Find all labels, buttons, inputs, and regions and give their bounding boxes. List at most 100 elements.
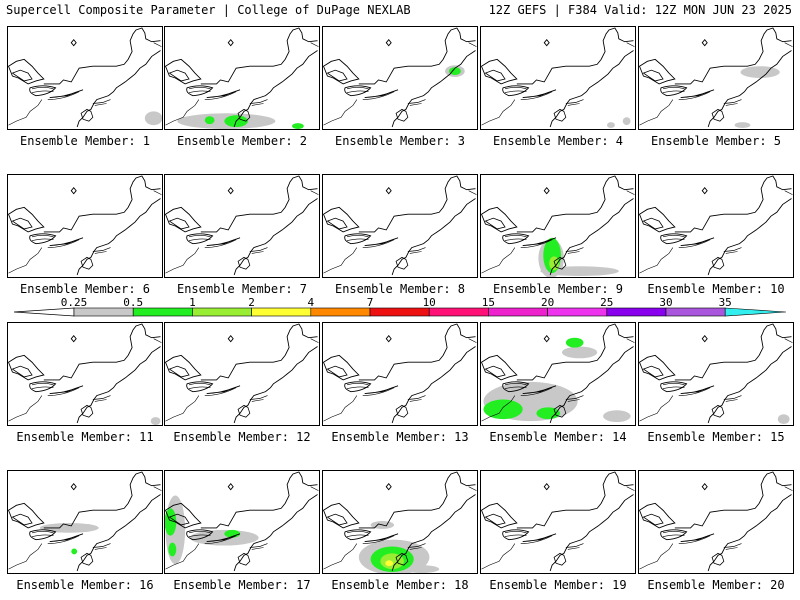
- scp-area: [292, 123, 304, 129]
- scp-area: [483, 399, 523, 420]
- basemap-outlines: [165, 471, 319, 572]
- member-map-canvas: [8, 27, 162, 128]
- scale-tick-label: 0.25: [61, 296, 88, 309]
- map-title: Supercell Composite Parameter | College …: [6, 3, 411, 17]
- scp-area: [603, 410, 631, 423]
- scp-contour-fill: [39, 522, 99, 555]
- scp-area: [380, 553, 404, 570]
- ensemble-member-label: Ensemble Member: 6: [19, 282, 151, 296]
- scp-area: [71, 548, 78, 555]
- member-map-canvas: [8, 323, 162, 425]
- scp-area: [449, 67, 461, 76]
- scp-contour-fill: [358, 521, 440, 573]
- scp-contour-fill: [483, 337, 631, 423]
- basemap-outlines: [323, 323, 477, 424]
- ensemble-member-map: [7, 26, 163, 130]
- scale-below-arrow: [13, 307, 75, 317]
- ensemble-member-label: Ensemble Member: 19: [489, 578, 627, 592]
- scale-tick-label: 1: [189, 296, 196, 309]
- basemap-outlines: [8, 471, 162, 572]
- member-map-canvas: [481, 27, 635, 129]
- scale-segment: [369, 307, 430, 317]
- scale-segment: [488, 307, 548, 317]
- ensemble-member-map: [638, 174, 794, 278]
- member-map-canvas: [481, 471, 635, 572]
- basemap-outlines: [639, 27, 793, 128]
- member-map-canvas: [323, 471, 477, 573]
- scale-segment: [665, 307, 726, 317]
- scale-above-arrow: [724, 307, 787, 317]
- basemap-outlines: [8, 323, 162, 424]
- scp-area: [622, 117, 631, 126]
- scp-area: [607, 122, 615, 129]
- ensemble-member-label: Ensemble Member: 8: [334, 282, 466, 296]
- scale-tick-label: 7: [367, 296, 374, 309]
- member-map-canvas: [639, 323, 793, 425]
- basemap-outlines: [639, 175, 793, 276]
- ensemble-member-label: Ensemble Member: 15: [647, 430, 785, 444]
- scp-contour-fill: [538, 237, 619, 277]
- ensemble-member-map: [638, 26, 794, 130]
- member-map-canvas: [323, 27, 477, 128]
- ensemble-member-map: [164, 322, 320, 426]
- scp-contour-fill: [777, 414, 790, 425]
- ensemble-member-label: Ensemble Member: 11: [16, 430, 154, 444]
- basemap-outlines: [639, 323, 793, 424]
- basemap-outlines: [323, 175, 477, 276]
- ensemble-member-map: [164, 470, 320, 574]
- scp-area: [144, 111, 162, 126]
- ensemble-member-label: Ensemble Member: 18: [331, 578, 469, 592]
- ensemble-member-map: [164, 174, 320, 278]
- basemap-outlines: [165, 27, 319, 128]
- scale-segment: [428, 307, 489, 317]
- basemap-outlines: [481, 323, 635, 424]
- scp-area: [150, 417, 161, 425]
- ensemble-member-map: [322, 470, 478, 574]
- basemap-outlines: [481, 27, 635, 128]
- ensemble-member-map: [638, 470, 794, 574]
- basemap-outlines: [8, 27, 162, 128]
- scp-area: [190, 529, 259, 546]
- scale-tick-label: 20: [541, 296, 554, 309]
- ensemble-member-label: Ensemble Member: 3: [334, 134, 466, 148]
- ensemble-member-label: Ensemble Member: 10: [647, 282, 785, 296]
- basemap-outlines: [323, 27, 477, 128]
- basemap-outlines: [481, 471, 635, 572]
- scp-area: [565, 337, 584, 348]
- ensemble-member-label: Ensemble Member: 12: [173, 430, 311, 444]
- ensemble-member-map: [322, 26, 478, 130]
- ensemble-member-map: [7, 470, 163, 574]
- member-map-canvas: [165, 323, 319, 424]
- scp-area: [204, 116, 215, 125]
- scale-tick-label: 4: [307, 296, 314, 309]
- scale-tick-label: 25: [600, 296, 613, 309]
- scp-area: [168, 542, 177, 557]
- member-map-canvas: [165, 471, 319, 572]
- basemap-outlines: [165, 175, 319, 276]
- ensemble-member-label: Ensemble Member: 20: [647, 578, 785, 592]
- scale-tick-label: 0.5: [123, 296, 143, 309]
- ensemble-member-label: Ensemble Member: 13: [331, 430, 469, 444]
- ensemble-member-map: [480, 322, 636, 426]
- ensemble-member-label: Ensemble Member: 2: [176, 134, 308, 148]
- basemap-outlines: [165, 323, 319, 424]
- member-map-canvas: [8, 175, 162, 276]
- ensemble-member-label: Ensemble Member: 16: [16, 578, 154, 592]
- ensemble-member-map: [164, 26, 320, 130]
- scale-tick-label: 2: [248, 296, 255, 309]
- scale-segment: [310, 307, 371, 317]
- ensemble-member-map: [638, 322, 794, 426]
- member-map-canvas: [323, 175, 477, 276]
- scale-segment: [547, 307, 608, 317]
- ensemble-member-map: [7, 322, 163, 426]
- scale-tick-label: 35: [719, 296, 732, 309]
- ensemble-member-label: Ensemble Member: 7: [176, 282, 308, 296]
- scp-contour-fill: [144, 111, 162, 126]
- scp-area: [740, 66, 780, 78]
- ensemble-member-map: [322, 322, 478, 426]
- color-scale-legend: 0.25 0.5 1 2 4 7 10 15 20 25 30 35: [13, 296, 787, 317]
- member-map-canvas: [639, 27, 793, 129]
- scp-contour-fill: [734, 66, 780, 129]
- scp-contour-fill: [150, 417, 161, 425]
- scale-tick-label: 30: [659, 296, 672, 309]
